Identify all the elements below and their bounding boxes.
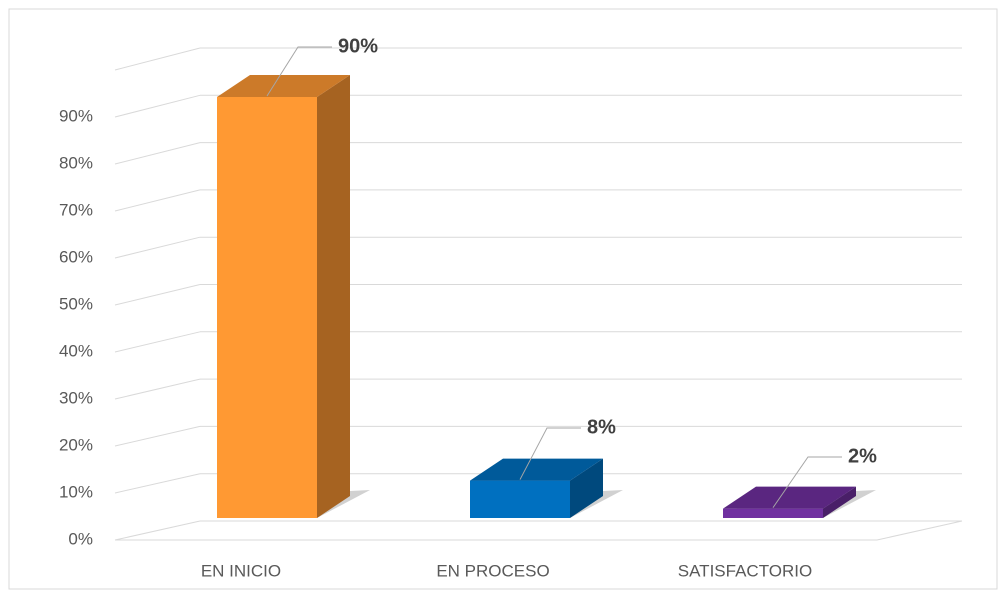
grid-line [114,331,201,353]
bar-side [317,75,350,518]
bar-side [823,486,856,518]
bar-top [723,486,856,509]
y-tick-label: 60% [59,247,93,266]
grid-line [114,284,201,306]
grid-line [114,94,201,118]
leader-line [519,427,581,480]
y-tick-label: 20% [59,435,93,454]
leader-line [266,46,332,97]
grid-line [114,473,201,494]
data-label: 90% [338,35,378,57]
bar [723,508,823,518]
x-tick-label: SATISFACTORIO [678,561,812,580]
y-tick-label: 0% [68,529,93,548]
y-tick-label: 30% [59,388,93,407]
grid-line [114,189,201,212]
data-label: 8% [587,416,616,438]
grid-line [114,236,201,259]
floor-edge [876,520,963,541]
bar-side [570,458,603,518]
y-tick-label: 80% [59,153,93,172]
grid-line [114,47,201,71]
grid-line [114,142,201,165]
x-tick-label: EN PROCESO [436,561,549,580]
bar-top [217,75,350,97]
bar [470,480,570,518]
y-tick-label: 70% [59,200,93,219]
y-tick-label: 50% [59,294,93,313]
grid-line [114,378,201,400]
grid-line [114,425,201,447]
y-tick-label: 10% [59,482,93,501]
leader-line [772,456,842,508]
y-tick-label: 40% [59,341,93,360]
x-tick-label: EN INICIO [201,561,281,580]
bar [217,97,317,518]
y-tick-label: 90% [59,106,93,125]
data-label: 2% [848,445,877,467]
grid-line [114,520,201,541]
bar-top [470,458,603,481]
